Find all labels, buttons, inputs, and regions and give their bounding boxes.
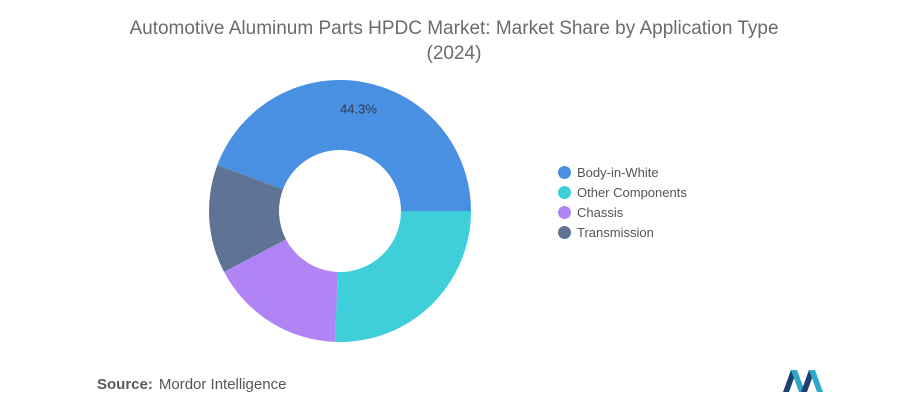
legend-label: Chassis (577, 204, 624, 220)
source-note: Source: Mordor Intelligence (97, 376, 286, 393)
legend-item: Transmission (558, 222, 687, 242)
legend-swatch-icon (558, 185, 571, 199)
chart-title-line1: Automotive Aluminum Parts HPDC Market: M… (129, 18, 779, 39)
chart-title: Automotive Aluminum Parts HPDC Market: M… (0, 16, 908, 66)
chart-title-line2: (2024) (426, 43, 482, 64)
legend-swatch-icon (558, 225, 571, 239)
legend-label: Transmission (577, 224, 654, 240)
legend-item: Body-in-White (558, 162, 687, 182)
slice-chassis (224, 239, 338, 342)
slice-transmission (209, 165, 287, 272)
legend-label: Other Components (577, 184, 687, 200)
source-text: Mordor Intelligence (158, 376, 287, 393)
legend-label: Body-in-White (577, 164, 659, 180)
legend-swatch-icon (558, 165, 571, 179)
legend-item: Other Components (558, 182, 687, 202)
source-label: Source: (97, 376, 153, 393)
chart-legend: Body-in-White Other Components Chassis Tran… (558, 162, 687, 242)
legend-swatch-icon (558, 205, 571, 219)
legend-item: Chassis (558, 202, 687, 222)
slice-body-in-white (217, 80, 471, 211)
slice-other-components (335, 211, 471, 342)
data-label-body-in-white: 44.3% (340, 102, 377, 117)
mordor-intelligence-logo-icon (783, 370, 823, 392)
